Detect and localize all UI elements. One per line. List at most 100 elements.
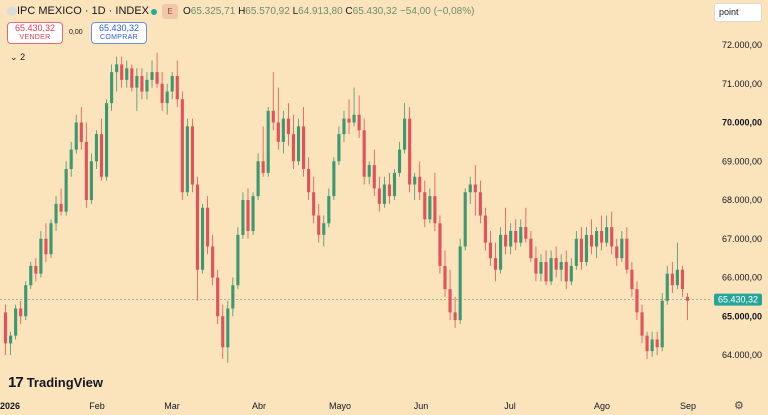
sell-button[interactable]: 65.430,32 VENDER <box>7 22 63 44</box>
candle-body <box>160 83 164 104</box>
time-tick-label: Mayo <box>329 401 351 411</box>
high-value: 65.570,92 <box>245 6 290 17</box>
candle <box>463 188 467 251</box>
candle <box>125 60 129 88</box>
candle-body <box>423 192 427 220</box>
time-tick-label: Mar <box>164 401 180 411</box>
candle <box>276 87 280 150</box>
buy-button[interactable]: 65.430,32 COMPRAR <box>91 22 147 44</box>
candle-body <box>59 203 63 212</box>
candle-body <box>347 118 351 123</box>
candle-body <box>357 114 361 131</box>
candle <box>69 141 73 177</box>
candle <box>519 219 523 247</box>
price-axis[interactable]: 64.000,00 65.000,00 66.000,00 67.000,00 68.0… <box>722 40 762 360</box>
candle-body <box>286 118 290 135</box>
candle <box>665 265 669 305</box>
candle-body <box>519 227 523 243</box>
candle-body <box>473 184 477 193</box>
candle-body <box>256 161 260 197</box>
candle <box>670 262 674 293</box>
candle-body <box>620 238 624 259</box>
price-tick-label: 68.000,00 <box>722 195 762 205</box>
candle-body <box>307 169 311 193</box>
candle-body <box>685 296 690 301</box>
candle-body <box>675 269 679 286</box>
candle <box>150 60 154 88</box>
candle-body <box>529 238 533 259</box>
candle-body <box>84 141 88 200</box>
candle <box>367 161 371 185</box>
candle-body <box>195 184 200 270</box>
indicators-toggle[interactable]: ⌄ 2 <box>10 52 25 63</box>
candle-body <box>130 68 134 88</box>
candle-body <box>165 91 169 104</box>
candle <box>504 207 508 255</box>
unit-selector[interactable]: point <box>714 3 762 22</box>
candle-body <box>579 238 583 262</box>
candle <box>135 68 139 111</box>
price-tick-label: 72.000,00 <box>722 40 762 50</box>
candle-body <box>3 312 8 344</box>
candle-body <box>110 72 114 104</box>
time-tick-label: Abr <box>252 401 266 411</box>
candle-body <box>29 265 33 286</box>
logo-text: TradingView <box>26 374 104 390</box>
candle <box>266 107 270 177</box>
symbol-title[interactable]: IPC MEXICO · 1D · INDEX <box>17 5 150 17</box>
sell-price: 65.430,32 <box>14 23 56 33</box>
candle <box>99 118 104 181</box>
price-tick-label: 67.000,00 <box>722 234 762 244</box>
candle <box>84 122 88 208</box>
candle <box>190 118 194 193</box>
candle <box>44 223 48 262</box>
event-badge[interactable]: E <box>162 4 178 19</box>
candle <box>499 227 503 274</box>
candle <box>397 141 402 177</box>
candle <box>468 176 472 204</box>
candle <box>418 161 422 200</box>
candle-body <box>387 184 392 197</box>
candle <box>387 172 392 204</box>
candle <box>382 176 386 208</box>
candle-body <box>135 76 139 88</box>
candle-body <box>89 161 93 200</box>
candle-body <box>468 184 472 193</box>
candle <box>281 110 285 154</box>
candle-body <box>544 262 548 282</box>
candle-body <box>372 165 376 189</box>
candle <box>453 296 457 328</box>
candle <box>246 188 250 239</box>
candle-body <box>483 215 487 243</box>
candle <box>352 87 356 127</box>
candle <box>483 207 487 251</box>
candle-body <box>524 227 528 239</box>
candle-body <box>458 246 462 321</box>
candle <box>206 196 210 255</box>
candle-body <box>362 130 366 177</box>
candle <box>408 107 412 193</box>
settings-icon[interactable]: ⚙ <box>734 400 744 412</box>
time-tick-label: Jun <box>414 401 429 411</box>
time-axis[interactable]: 2026 Feb Mar Abr Mayo Jun Jul Ago Sep <box>0 401 696 411</box>
candle-body <box>94 134 99 162</box>
candle <box>473 165 477 216</box>
time-tick-label: Feb <box>89 401 105 411</box>
candle-body <box>453 312 457 321</box>
candle-body <box>39 238 43 274</box>
candle <box>448 269 452 321</box>
candle <box>145 72 149 100</box>
candle <box>216 269 220 324</box>
price-tick-label: 69.000,00 <box>722 156 762 166</box>
candle <box>509 223 513 255</box>
candle <box>327 188 331 228</box>
candle <box>584 227 589 266</box>
tradingview-logo[interactable]: 17 TradingView <box>8 373 103 391</box>
candle <box>256 153 260 200</box>
candle <box>301 107 306 177</box>
candle-body <box>488 242 493 259</box>
candle <box>170 72 174 100</box>
chart-header: IPC MEXICO · 1D · INDEX E O65.325,71 H65… <box>0 0 768 24</box>
candle-body <box>74 122 78 150</box>
